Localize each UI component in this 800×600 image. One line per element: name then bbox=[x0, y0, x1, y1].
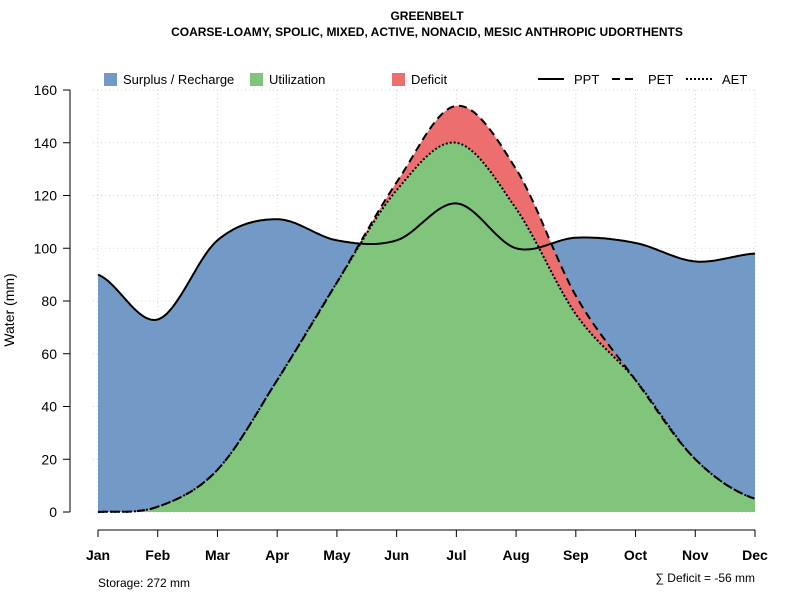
utilization-area bbox=[98, 142, 755, 512]
deficit-note: ∑ Deficit = -56 mm bbox=[655, 571, 755, 585]
axes: 0 20 40 60 80 100 120 140 160 Jan Feb Mar Apr May Jun J… bbox=[34, 82, 768, 563]
x-tick-label-jul: Jul bbox=[446, 547, 466, 563]
legend-label-utilization: Utilization bbox=[269, 72, 325, 87]
y-tick-label: 100 bbox=[34, 240, 58, 256]
x-tick-label-jun: Jun bbox=[384, 547, 409, 563]
y-axis-label: Water (mm) bbox=[1, 273, 17, 346]
x-tick-label-aug: Aug bbox=[502, 547, 529, 563]
x-tick-label-apr: Apr bbox=[265, 547, 290, 563]
x-tick-label-may: May bbox=[323, 547, 350, 563]
legend-label-pet: PET bbox=[648, 72, 673, 87]
y-tick-label: 160 bbox=[34, 82, 58, 98]
x-tick-label-dec: Dec bbox=[742, 547, 768, 563]
legend-label-aet: AET bbox=[722, 72, 747, 87]
series-lines bbox=[97, 104, 756, 513]
area-layer bbox=[98, 105, 755, 512]
chart-title: GREENBELT bbox=[390, 9, 464, 23]
y-tick-label: 120 bbox=[34, 188, 58, 204]
y-tick-label: 80 bbox=[41, 293, 57, 309]
x-tick-label-sep: Sep bbox=[563, 547, 589, 563]
legend-label-surplus-recharge: Surplus / Recharge bbox=[123, 72, 234, 87]
x-tick-label-jan: Jan bbox=[86, 547, 110, 563]
chart-subtitle: COARSE-LOAMY, SPOLIC, MIXED, ACTIVE, NON… bbox=[171, 25, 683, 39]
legend-swatch-surplus-recharge bbox=[104, 73, 117, 86]
legend-label-ppt: PPT bbox=[574, 72, 599, 87]
y-tick-label: 140 bbox=[34, 135, 58, 151]
legend-swatch-utilization bbox=[250, 73, 263, 86]
y-tick-label: 0 bbox=[49, 504, 57, 520]
x-tick-label-nov: Nov bbox=[682, 547, 709, 563]
legend-label-deficit: Deficit bbox=[411, 72, 448, 87]
x-tick-label-feb: Feb bbox=[145, 547, 170, 563]
x-tick-label-oct: Oct bbox=[624, 547, 648, 563]
ppt-line bbox=[97, 202, 756, 322]
y-tick-label: 60 bbox=[41, 346, 57, 362]
y-tick-label: 40 bbox=[41, 399, 57, 415]
legend: Surplus / Recharge Utilization Deficit PPT P… bbox=[104, 72, 747, 87]
y-tick-label: 20 bbox=[41, 451, 57, 467]
aet-line bbox=[97, 141, 756, 513]
legend-swatch-deficit bbox=[392, 73, 405, 86]
storage-note: Storage: 272 mm bbox=[98, 576, 190, 590]
x-tick-label-mar: Mar bbox=[205, 547, 230, 563]
surplus-over-et-area bbox=[98, 105, 755, 512]
